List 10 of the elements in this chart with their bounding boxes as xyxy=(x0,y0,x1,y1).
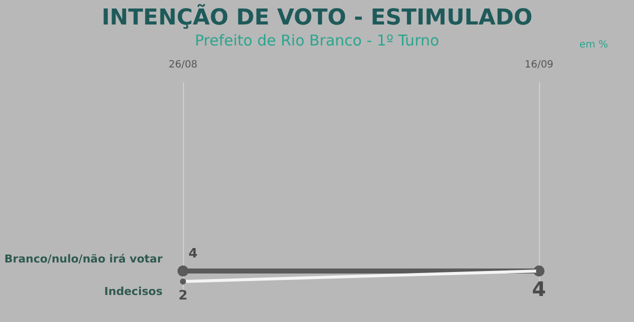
x-tick-label: 26/08 xyxy=(168,60,198,70)
chart-title: INTENÇÃO DE VOTO - ESTIMULADO xyxy=(102,4,532,30)
chart-subtitle: Prefeito de Rio Branco - 1º Turno xyxy=(194,32,440,50)
data-label: 4 xyxy=(532,277,546,301)
series-label: Indecisos xyxy=(104,285,163,298)
data-label: 4 xyxy=(188,246,198,262)
text: em % xyxy=(579,40,608,50)
data-label: 2 xyxy=(178,288,188,304)
series-label: Branco/nulo/não irá votar xyxy=(4,252,164,266)
x-tick-label: 16/09 xyxy=(524,60,554,70)
